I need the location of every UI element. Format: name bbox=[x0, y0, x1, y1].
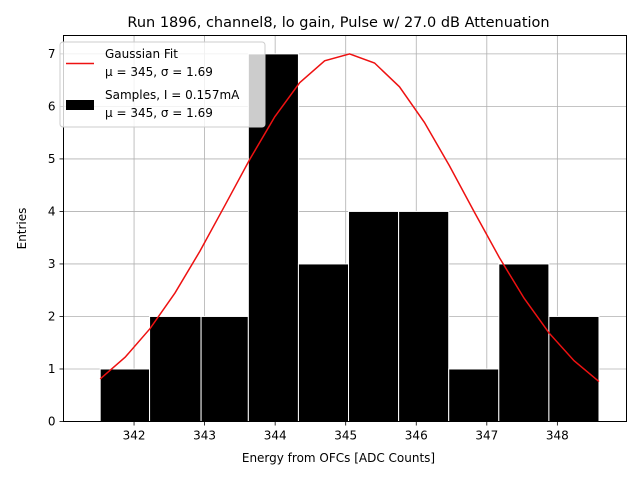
histogram-bar bbox=[200, 315, 249, 422]
chart-title: Run 1896, channel8, lo gain, Pulse w/ 27… bbox=[127, 15, 549, 31]
legend-samples-label: Samples, I = 0.157mA bbox=[105, 88, 240, 102]
y-axis-ticks: 0 1 2 3 4 5 6 7 bbox=[48, 47, 64, 429]
histogram-bar bbox=[498, 263, 550, 422]
y-tick-label: 3 bbox=[48, 257, 56, 271]
histogram-bar bbox=[297, 263, 350, 422]
x-tick-label: 345 bbox=[334, 429, 357, 443]
legend: Gaussian Fit μ = 345, σ = 1.69 Samples, … bbox=[59, 41, 266, 128]
x-tick-label: 346 bbox=[405, 429, 428, 443]
y-tick-label: 4 bbox=[48, 204, 56, 218]
y-axis-label: Entries bbox=[15, 208, 29, 250]
y-tick-label: 0 bbox=[48, 415, 56, 429]
histogram-bar bbox=[448, 368, 500, 423]
legend-fit-stats: μ = 345, σ = 1.69 bbox=[105, 65, 213, 79]
y-tick-label: 1 bbox=[48, 362, 56, 376]
y-tick-label: 2 bbox=[48, 309, 56, 323]
x-tick-label: 344 bbox=[264, 429, 287, 443]
x-tick-label: 343 bbox=[193, 429, 216, 443]
histogram-bar bbox=[149, 315, 202, 422]
legend-box bbox=[59, 41, 266, 128]
gaussian-fit-line bbox=[99, 53, 600, 383]
x-axis-label: Energy from OFCs [ADC Counts] bbox=[242, 451, 435, 465]
histogram-bar bbox=[548, 315, 600, 422]
x-tick-label: 348 bbox=[546, 429, 569, 443]
plot-frame bbox=[63, 35, 627, 422]
legend-samples-swatch bbox=[66, 100, 94, 110]
y-tick-label: 7 bbox=[48, 47, 56, 61]
fit-curve-group bbox=[99, 53, 600, 383]
y-tick-label: 6 bbox=[48, 99, 56, 113]
y-tick-label: 5 bbox=[48, 152, 56, 166]
legend-samples-stats: μ = 345, σ = 1.69 bbox=[105, 106, 213, 120]
legend-fit-label: Gaussian Fit bbox=[105, 47, 178, 61]
x-tick-label: 347 bbox=[475, 429, 498, 443]
histogram-bar bbox=[348, 210, 400, 422]
histogram-bars bbox=[99, 53, 600, 423]
x-axis-ticks: 342 343 344 345 346 347 348 bbox=[123, 421, 569, 443]
histogram-bar bbox=[99, 368, 151, 423]
histogram-bar bbox=[398, 210, 450, 422]
x-tick-label: 342 bbox=[123, 429, 146, 443]
